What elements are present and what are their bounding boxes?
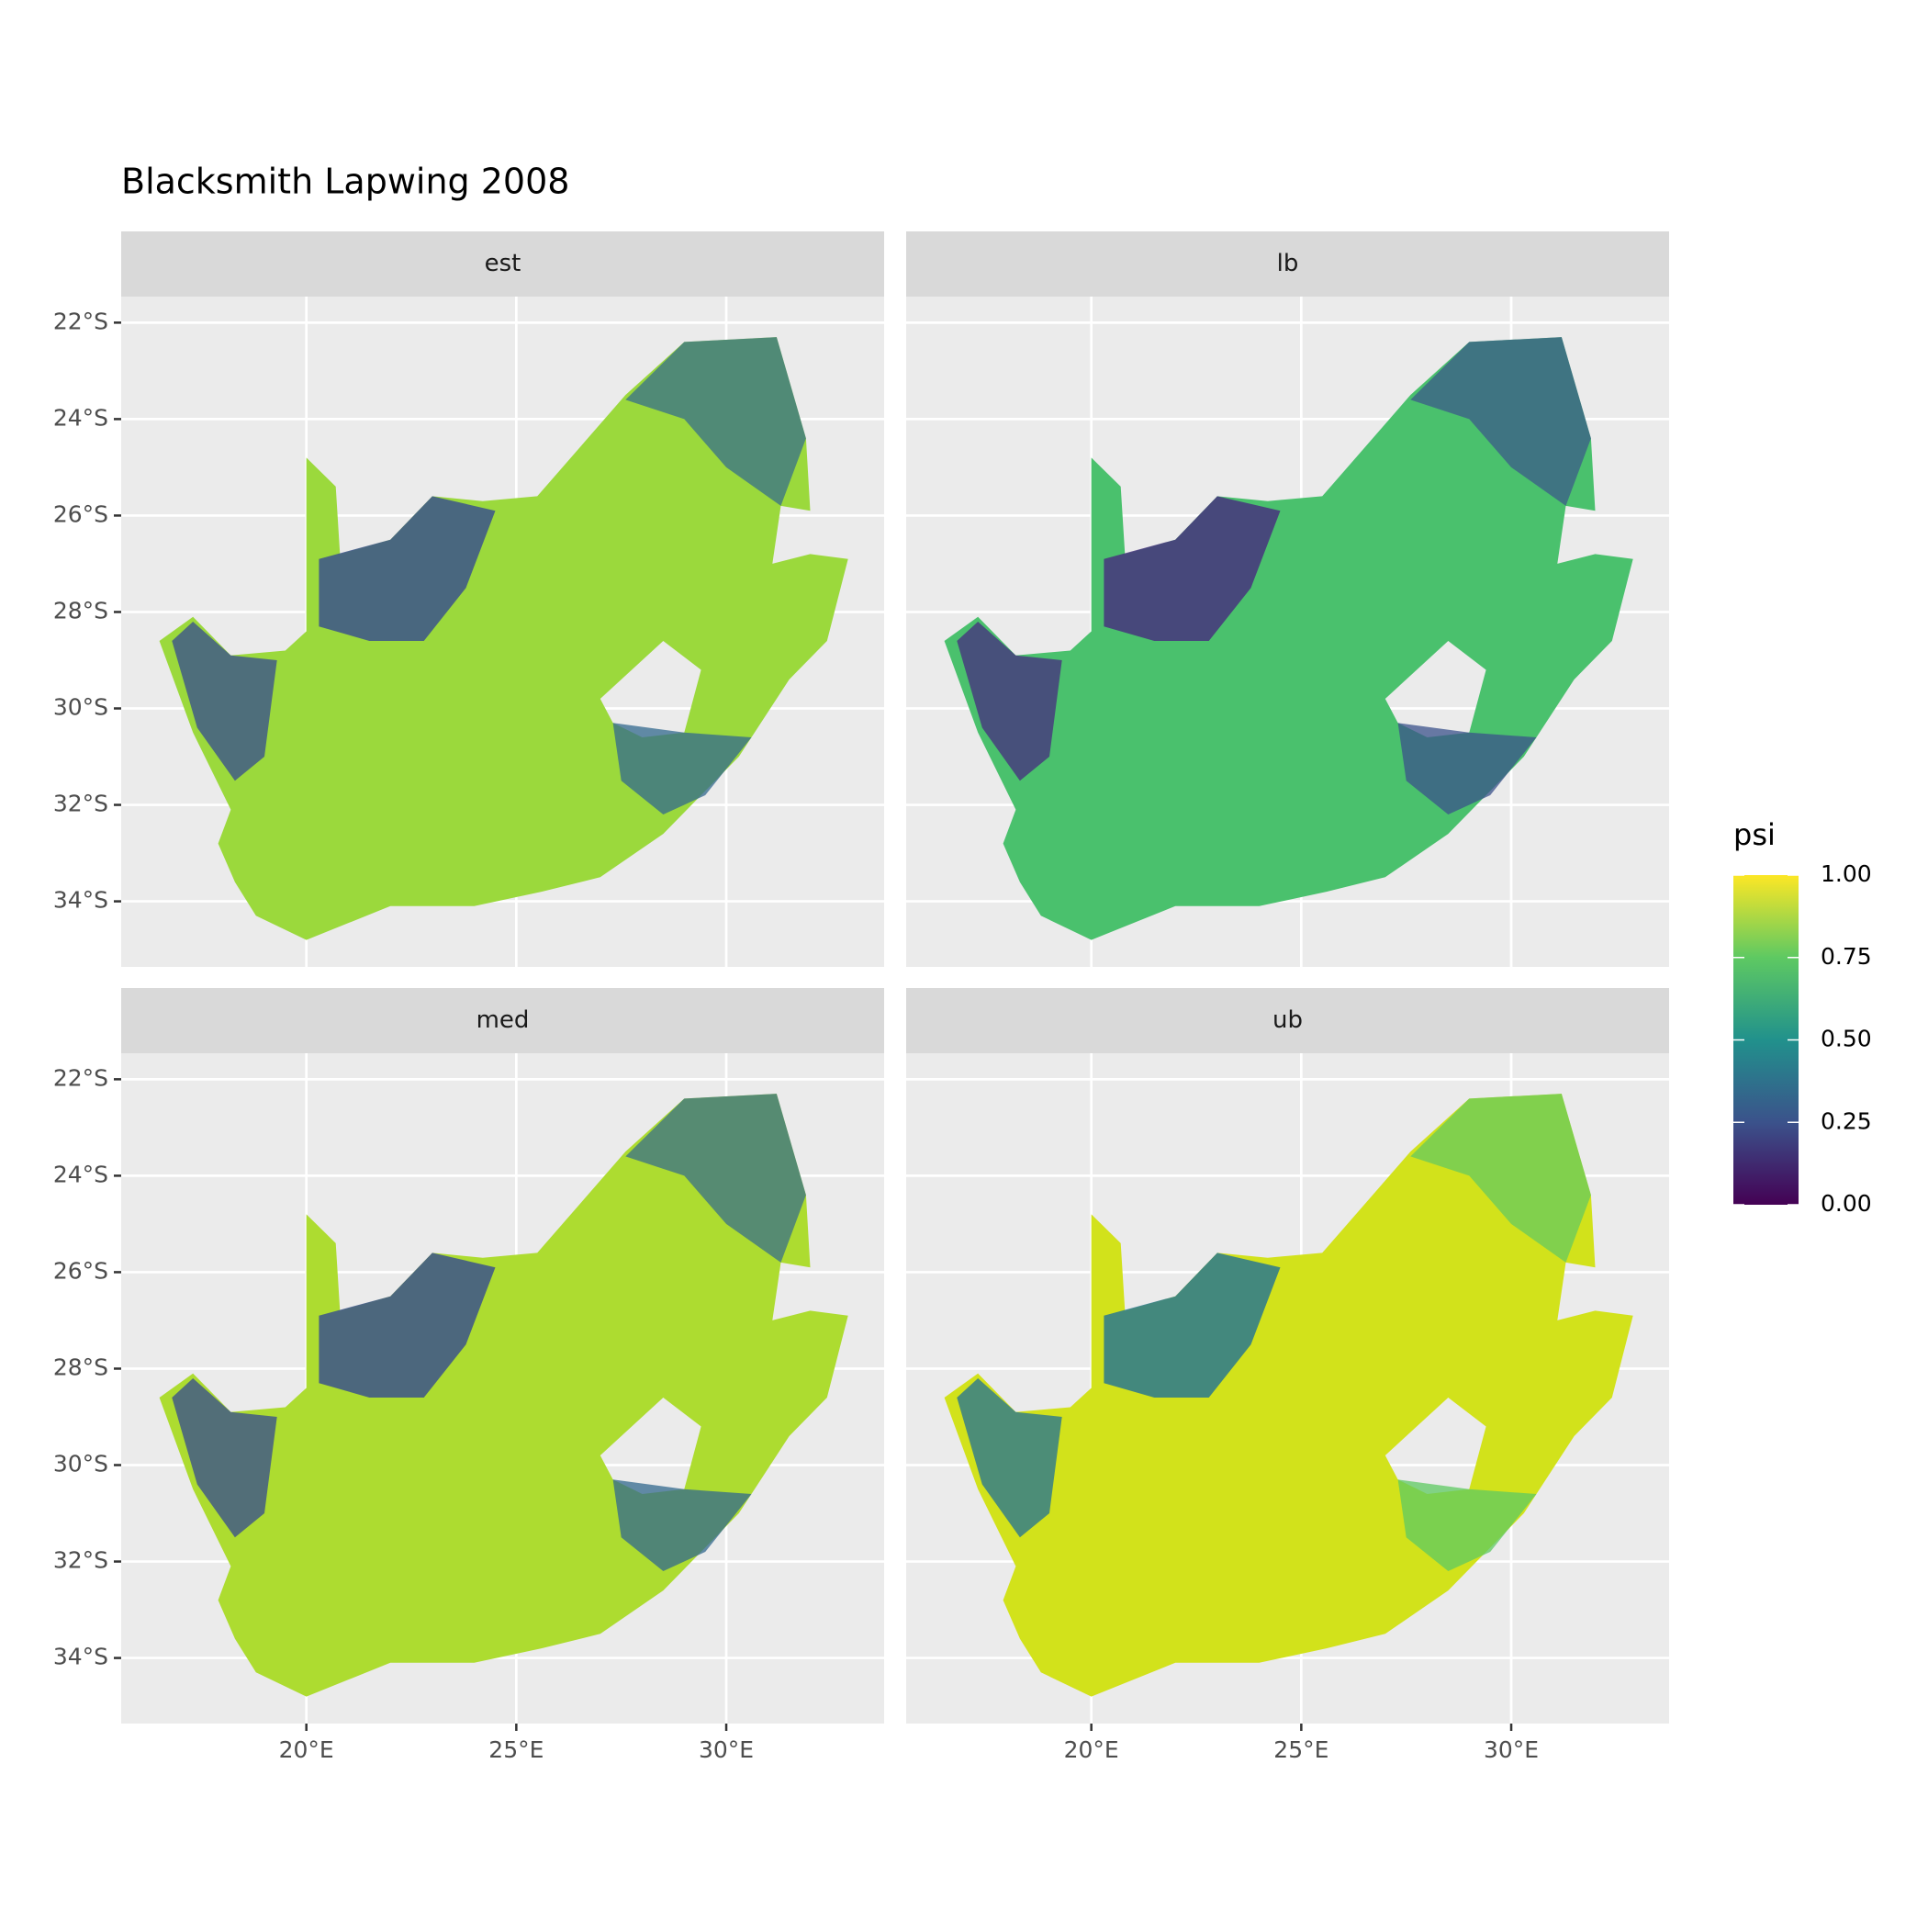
y-tick-label: 30°S: [53, 1451, 108, 1477]
x-tick-label: 30°E: [1484, 1736, 1539, 1763]
map-subregion: [625, 337, 806, 506]
y-tick-label: 22°S: [53, 1064, 108, 1091]
strip: [906, 231, 1669, 297]
y-tick-label: 26°S: [53, 1257, 108, 1284]
x-tick-label: 25°E: [488, 1736, 544, 1763]
x-tick-label: 20°E: [1064, 1736, 1119, 1763]
map-subregion: [172, 1378, 277, 1538]
map-subregion: [612, 1479, 752, 1571]
x-tick-label: 25°E: [1273, 1736, 1328, 1763]
map-subregion: [1410, 337, 1591, 506]
y-tick-label: 32°S: [53, 1547, 108, 1574]
y-tick-label: 30°S: [53, 694, 108, 721]
y-tick-label: 24°S: [53, 1161, 108, 1187]
y-tick-label: 28°S: [53, 1354, 108, 1380]
y-tick-label: 24°S: [53, 404, 108, 431]
y-tick-label: 26°S: [53, 500, 108, 527]
legend-tick-label: 1.00: [1821, 860, 1872, 887]
legend-tick-label: 0.00: [1821, 1190, 1872, 1217]
strip: [906, 988, 1669, 1053]
strip: [121, 988, 884, 1053]
legend-tick-label: 0.75: [1821, 943, 1872, 970]
map-subregion: [957, 622, 1062, 781]
map-subregion: [1397, 1479, 1537, 1571]
legend-title: psi: [1733, 817, 1776, 852]
legend-tick-label: 0.25: [1821, 1107, 1872, 1134]
strip-label: lb: [1277, 250, 1299, 277]
y-tick-label: 32°S: [53, 791, 108, 817]
legend-tick-label: 0.50: [1821, 1026, 1872, 1052]
map-subregion: [1104, 496, 1281, 641]
map-subregion: [612, 723, 752, 814]
y-tick-label: 34°S: [53, 887, 108, 914]
x-tick-label: 20°E: [279, 1736, 334, 1763]
map-subregion: [625, 1094, 806, 1263]
map-subregion: [319, 496, 496, 641]
map-subregion: [172, 622, 277, 781]
map-subregion: [319, 1252, 496, 1398]
map-subregion: [1104, 1252, 1281, 1398]
strip-label: ub: [1272, 1006, 1303, 1034]
strip: [121, 231, 884, 297]
map-subregion: [957, 1378, 1062, 1538]
chart-title: Blacksmith Lapwing 2008: [121, 162, 569, 202]
x-tick-label: 30°E: [699, 1736, 754, 1763]
y-tick-label: 28°S: [53, 597, 108, 623]
map-subregion: [1410, 1094, 1591, 1263]
strip-label: med: [476, 1006, 530, 1034]
y-tick-label: 22°S: [53, 308, 108, 334]
strip-label: est: [485, 250, 521, 277]
map-subregion: [1397, 723, 1537, 814]
y-tick-label: 34°S: [53, 1644, 108, 1670]
